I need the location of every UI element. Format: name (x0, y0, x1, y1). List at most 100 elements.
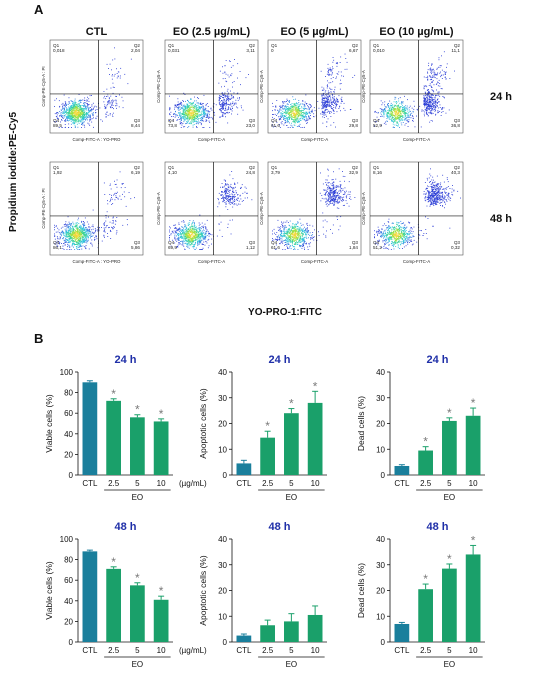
bar-chart-3: 48 h 0 20 40 60 80 100 Viable cells (%) CTL * 2.5 *… (44, 521, 207, 669)
quadrant-value-q4: 51,2 (373, 245, 382, 250)
quadrant-value-q2: 11,1 (451, 48, 460, 53)
quadrant-name-q4: Q4 (53, 240, 60, 245)
significance-star: * (111, 387, 116, 401)
flow-events (54, 47, 132, 128)
y-tick-label: 100 (60, 368, 74, 377)
quadrant-name-q2: Q2 (249, 43, 256, 48)
y-tick-label: 0 (223, 471, 228, 480)
quadrant-value-q3: 0,32 (451, 245, 460, 250)
quadrant-name-q1: Q1 (53, 165, 60, 170)
y-tick-label: 80 (64, 556, 73, 565)
significance-star: * (135, 403, 140, 417)
y-tick-label: 10 (218, 612, 227, 621)
x-tick-label: 5 (447, 479, 452, 488)
x-tick-label: CTL (394, 479, 410, 488)
quadrant-value-q2: 32,9 (349, 170, 358, 175)
flow-events (374, 168, 461, 250)
y-axis-label: Apoptotic cells (%) (198, 555, 208, 626)
y-tick-label: 20 (376, 420, 385, 429)
quadrant-value-q1: 0,010 (373, 48, 385, 53)
y-tick-label: 100 (60, 535, 74, 544)
x-tick-label: 5 (135, 646, 140, 655)
y-tick-label: 40 (218, 535, 227, 544)
y-tick-label: 20 (64, 450, 73, 459)
x-tick-label: CTL (82, 479, 98, 488)
y-tick-label: 10 (376, 612, 385, 621)
bar (307, 402, 323, 475)
flow-events (374, 51, 455, 128)
quadrant-name-q3: Q3 (352, 240, 359, 245)
flow-plot-x-label: Comp-FITC-A (403, 259, 430, 264)
flow-events (272, 168, 356, 250)
y-tick-label: 0 (69, 471, 74, 480)
flow-y-axis-label: Propidium iodide:PE-Cy5 (8, 112, 19, 232)
x-tick-label: 2.5 (262, 479, 274, 488)
quadrant-name-q3: Q3 (134, 240, 141, 245)
x-tick-label: 2.5 (108, 646, 120, 655)
y-tick-label: 40 (64, 430, 73, 439)
quadrant-value-q4: 89,5 (53, 123, 62, 128)
flow-plot-x-label: Comp-FITC-A (403, 137, 430, 142)
quadrant-name-q2: Q2 (454, 165, 461, 170)
bar-chart-1: 24 h 0 10 20 30 40 Apoptotic cells (%) CTL * 2.5 *… (198, 354, 327, 502)
flow-plot-y-label: Comp-PE-Cy5-A : PI (41, 66, 46, 106)
panel-b-letter: B (34, 331, 43, 346)
quadrant-name-q3: Q3 (454, 118, 461, 123)
flow-plot-y-label: Comp-PE-Cy5-A (259, 70, 264, 103)
bar (236, 635, 252, 642)
quadrant-value-q2: 40,3 (451, 170, 460, 175)
quadrant-value-q2: 2,04 (131, 48, 140, 53)
x-tick-label: 5 (135, 479, 140, 488)
quadrant-name-q3: Q3 (249, 118, 256, 123)
significance-star: * (135, 571, 140, 585)
flow-plot-y-label: Comp-PE-Cy5-A (156, 70, 161, 103)
x-tick-label: 10 (157, 479, 166, 488)
quadrant-name-q2: Q2 (454, 43, 461, 48)
x-tick-label: CTL (236, 646, 252, 655)
flow-plot-x-label: Comp-FITC-A (301, 137, 328, 142)
quadrant-value-q2: 6,19 (131, 170, 140, 175)
quadrant-value-q3: 1,84 (349, 245, 358, 250)
flow-events (169, 171, 253, 250)
quadrant-value-q3: 8,44 (131, 123, 140, 128)
flow-plot-y-label: Comp-PE-Cy5-A (361, 70, 366, 103)
flow-x-axis-label: YO-PRO-1:FITC (248, 307, 322, 318)
bar (418, 589, 433, 642)
quadrant-name-q2: Q2 (352, 43, 359, 48)
quadrant-value-q4: 52,9 (373, 123, 382, 128)
x-tick-label: 10 (311, 479, 320, 488)
y-axis-label: Viable cells (%) (44, 561, 54, 620)
chart-title: 48 h (268, 521, 290, 533)
bar (465, 415, 481, 475)
quadrant-name-q2: Q2 (134, 165, 141, 170)
column-title-2: EO (5 µg/mL) (280, 26, 348, 38)
quadrant-name-q1: Q1 (271, 165, 278, 170)
x-tick-label: 2.5 (420, 646, 432, 655)
bar (106, 400, 121, 475)
quadrant-name-q4: Q4 (168, 118, 175, 123)
significance-star: * (159, 584, 164, 598)
flow-plot-frame (49, 161, 144, 256)
flow-plot-x-label: Comp-FITC-A : YO-PRO (73, 137, 122, 142)
significance-star: * (313, 379, 318, 393)
y-tick-label: 20 (218, 587, 227, 596)
significance-star: * (447, 552, 452, 566)
quadrant-value-q2: 3,11 (246, 48, 255, 53)
y-tick-label: 0 (223, 638, 228, 647)
quadrant-name-q1: Q1 (373, 165, 380, 170)
unit-label: (µg/mL) (179, 646, 207, 655)
quadrant-value-q1: 8,16 (373, 170, 382, 175)
quadrant-name-q3: Q3 (352, 118, 359, 123)
column-title-0: CTL (86, 26, 108, 38)
y-tick-label: 30 (376, 394, 385, 403)
bar-chart-0: 24 h 0 20 40 60 80 100 Viable cells (%) CTL * 2.5 *… (44, 354, 207, 502)
x-tick-label: 5 (289, 646, 294, 655)
flow-plot-y-label: Comp-PE-Cy5-A (259, 192, 264, 225)
column-title-3: EO (10 µg/mL) (379, 26, 454, 38)
quadrant-name-q4: Q4 (373, 240, 380, 245)
flow-events (54, 171, 135, 250)
eo-group-label: EO (444, 660, 456, 669)
